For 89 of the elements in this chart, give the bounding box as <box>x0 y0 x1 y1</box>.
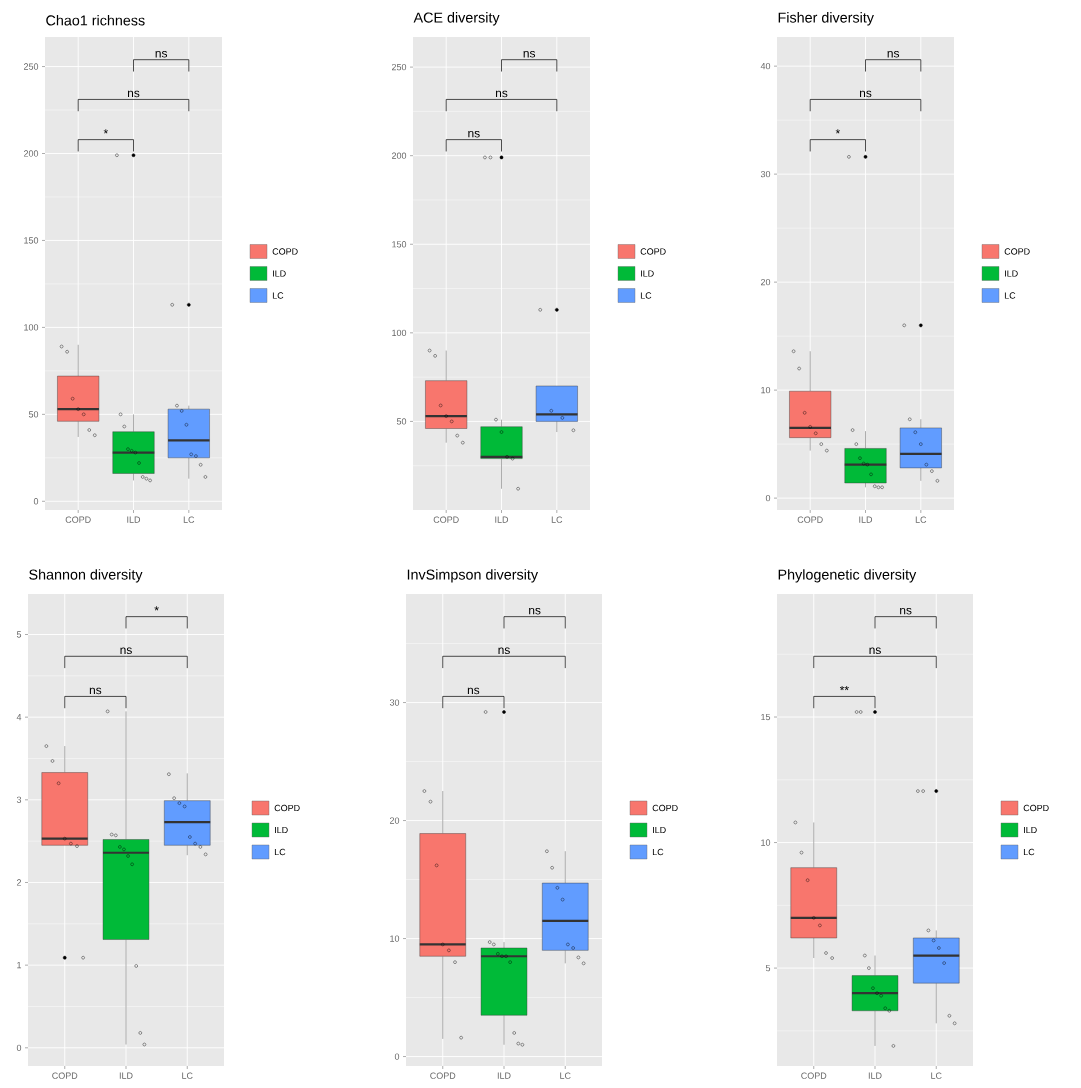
y-tick-label: 20 <box>760 278 771 286</box>
x-tick-label: LC <box>183 516 195 523</box>
y-tick-label: 150 <box>392 241 407 248</box>
annotation: ns <box>495 90 508 98</box>
y-tick-label: 250 <box>391 63 407 71</box>
legend-label: LC <box>274 848 286 856</box>
legend-label: ILD <box>273 270 286 277</box>
y-tick-label: 5 <box>765 964 771 972</box>
x-tick-label: ILD <box>127 516 141 523</box>
legend-label: COPD <box>652 804 678 812</box>
legend-label: COPD <box>640 248 666 255</box>
y-tick-label: 50 <box>28 411 39 418</box>
annotation: ns <box>523 50 536 58</box>
x-tick-label: ILD <box>495 516 509 523</box>
y-tick-label: 15 <box>761 713 771 721</box>
x-tick-label: LC <box>931 1072 942 1079</box>
legend-label: ILD <box>1005 270 1018 277</box>
chart-title: Phylogenetic diversity <box>778 569 917 583</box>
legend-label: COPD <box>1004 248 1030 255</box>
y-tick-label: 100 <box>392 329 407 337</box>
legend-label: COPD <box>272 248 298 255</box>
y-tick-label: 100 <box>24 324 39 331</box>
x-tick-label: COPD <box>433 516 459 523</box>
annotation: ns <box>859 90 872 98</box>
legend-label: LC <box>1004 292 1016 299</box>
y-tick-label: 0 <box>394 1053 400 1060</box>
x-tick-label: ILD <box>859 516 873 523</box>
y-tick-label: 0 <box>16 1044 22 1051</box>
x-tick-label: COPD <box>52 1072 78 1079</box>
annotation: ns <box>120 647 132 655</box>
y-tick-label: 0 <box>765 494 771 502</box>
y-tick-label: 40 <box>760 62 771 70</box>
annotation: * <box>154 606 159 611</box>
annotation: * <box>835 129 840 134</box>
annotation: ns <box>529 607 541 615</box>
annotation: ns <box>869 647 881 655</box>
x-tick-label: ILD <box>119 1072 133 1079</box>
chart-title: Chao1 richness <box>46 14 145 26</box>
annotation: ns <box>498 647 510 655</box>
annotation: ns <box>127 90 140 98</box>
x-tick-label: COPD <box>801 1072 827 1079</box>
y-tick-label: 50 <box>396 418 407 425</box>
annotation: ** <box>839 686 849 691</box>
legend-label: LC <box>652 848 664 856</box>
legend-label: LC <box>272 292 284 299</box>
y-tick-label: 4 <box>16 714 22 721</box>
chart-title: Shannon diversity <box>29 569 143 583</box>
y-tick-label: 1 <box>17 962 22 969</box>
y-tick-label: 30 <box>389 699 400 706</box>
y-tick-label: 10 <box>761 839 771 846</box>
legend-label: LC <box>1023 848 1035 856</box>
y-tick-label: 3 <box>16 796 22 803</box>
y-tick-label: 10 <box>390 935 400 942</box>
legend-label: ILD <box>653 826 666 834</box>
legend-label: ILD <box>275 826 288 834</box>
annotation: ns <box>468 130 480 138</box>
x-tick-label: ILD <box>497 1072 511 1079</box>
y-tick-label: 250 <box>23 63 39 70</box>
annotation: ns <box>467 687 480 695</box>
chart-title: ACE diversity <box>413 12 500 26</box>
x-tick-label: LC <box>551 516 563 523</box>
y-tick-label: 20 <box>389 817 400 824</box>
x-tick-label: LC <box>182 1072 193 1079</box>
x-tick-label: COPD <box>797 516 823 523</box>
y-tick-label: 2 <box>16 879 22 886</box>
annotation: ns <box>900 607 912 615</box>
legend-label: COPD <box>1023 804 1049 812</box>
legend-label: ILD <box>641 270 654 277</box>
annotation: ns <box>887 50 900 58</box>
x-tick-label: COPD <box>65 516 91 523</box>
legend-label: COPD <box>274 804 300 812</box>
annotation: * <box>103 129 108 134</box>
y-tick-label: 200 <box>391 152 407 159</box>
annotation: ns <box>155 50 168 58</box>
legend-label: ILD <box>1024 826 1037 834</box>
y-tick-label: 30 <box>760 170 771 178</box>
x-tick-label: LC <box>560 1072 571 1079</box>
x-tick-label: ILD <box>868 1072 882 1079</box>
y-tick-label: 200 <box>23 150 39 157</box>
chart-title: InvSimpson diversity <box>407 569 539 583</box>
x-tick-label: COPD <box>430 1072 456 1079</box>
x-tick-label: LC <box>915 516 927 523</box>
y-tick-label: 150 <box>24 237 39 244</box>
chart-title: Fisher diversity <box>778 12 874 26</box>
y-tick-label: 0 <box>33 498 39 505</box>
y-tick-label: 10 <box>761 386 771 394</box>
legend-label: LC <box>640 292 652 299</box>
y-tick-label: 5 <box>16 631 22 638</box>
annotation: ns <box>89 687 102 695</box>
